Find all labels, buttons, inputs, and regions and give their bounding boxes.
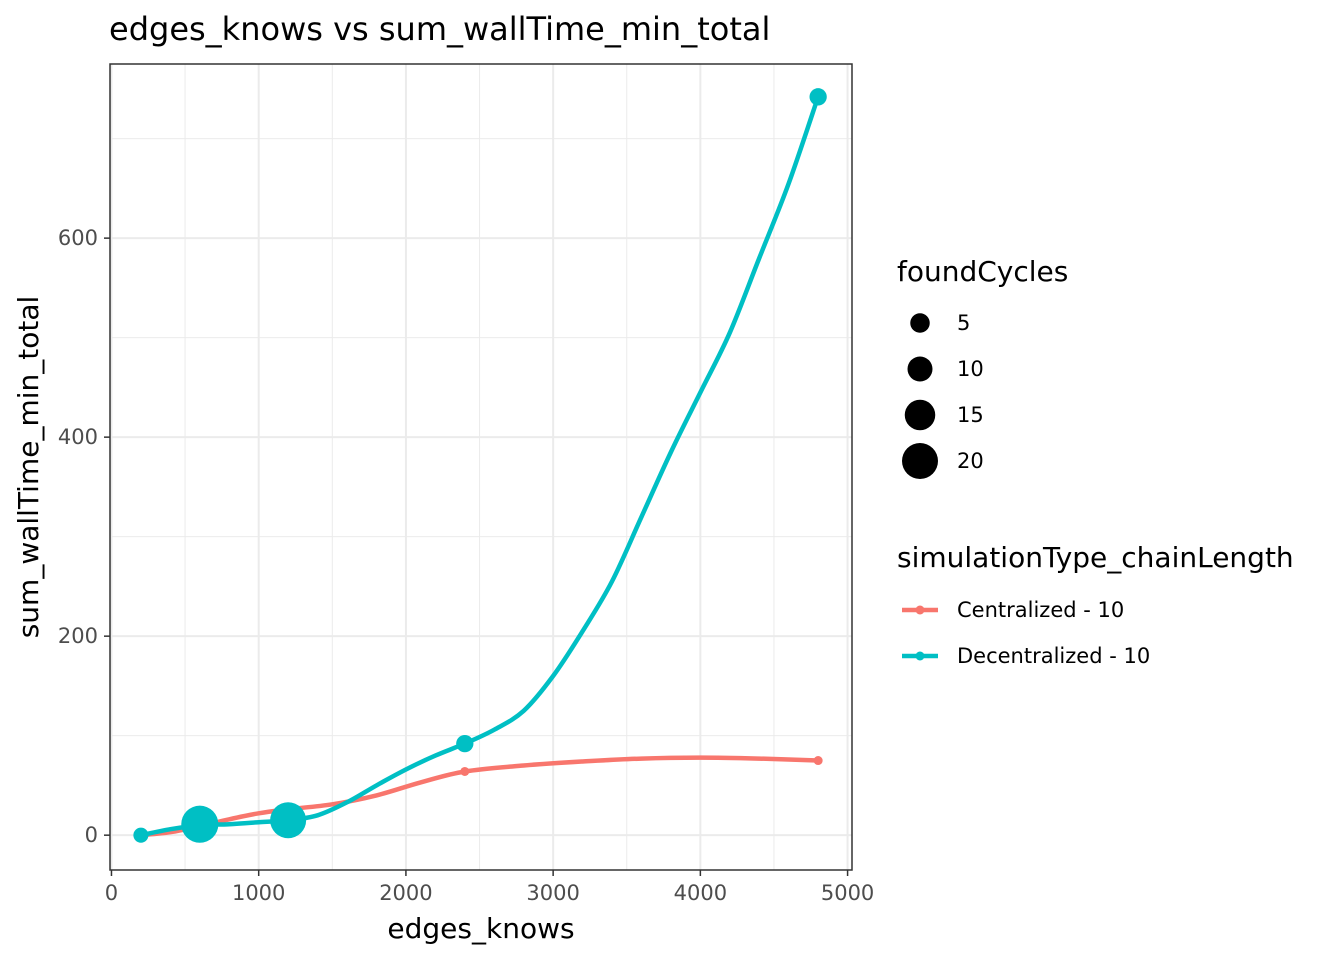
x-tick-label: 3000 <box>526 881 579 905</box>
plot-background <box>110 64 852 870</box>
series-1-point <box>809 88 827 106</box>
series-0-point <box>813 756 823 766</box>
color-legend-point <box>915 605 925 615</box>
x-tick-label: 5000 <box>821 881 874 905</box>
series-1-point <box>456 734 474 753</box>
color-legend-label: Centralized - 10 <box>957 598 1124 622</box>
size-legend: foundCycles 5 10 15 20 <box>897 255 1068 479</box>
size-legend-label: 20 <box>957 449 984 473</box>
color-legend: simulationType_chainLength Centralized -… <box>897 541 1294 668</box>
y-tick-label: 400 <box>58 425 98 449</box>
series-line-1 <box>138 94 821 838</box>
size-legend-title: foundCycles <box>897 255 1068 288</box>
major-gridlines <box>110 64 852 870</box>
size-legend-label: 5 <box>957 311 970 335</box>
series-0-point <box>460 766 470 776</box>
y-tick-label: 200 <box>58 624 98 648</box>
series-1-point <box>270 802 307 839</box>
y-tick-label: 0 <box>85 823 98 847</box>
x-tick-label: 1000 <box>232 881 285 905</box>
size-legend-key <box>910 313 930 333</box>
chart-title: edges_knows vs sum_wallTime_min_total <box>109 10 770 48</box>
size-legend-key <box>907 356 933 382</box>
x-tick-label: 0 <box>105 881 118 905</box>
color-legend-title: simulationType_chainLength <box>897 541 1294 574</box>
plot-panel <box>109 63 853 871</box>
size-legend-label: 15 <box>957 403 984 427</box>
series-1-point <box>133 827 149 843</box>
x-axis-title: edges_knows <box>387 912 574 945</box>
y-axis-ticks: 0 200 400 600 <box>58 226 110 847</box>
y-axis-title: sum_wallTime_min_total <box>12 296 45 639</box>
x-tick-label: 4000 <box>674 881 727 905</box>
x-axis-ticks: 0 1000 2000 3000 4000 5000 <box>105 870 874 905</box>
color-legend-label: Decentralized - 10 <box>957 644 1150 668</box>
data-points <box>133 88 827 843</box>
color-legend-point <box>915 651 925 661</box>
size-legend-label: 10 <box>957 357 984 381</box>
size-legend-key <box>902 443 938 479</box>
y-tick-label: 600 <box>58 226 98 250</box>
plot-border <box>109 63 853 871</box>
series-1-point <box>181 805 219 843</box>
size-legend-key <box>904 399 936 431</box>
x-tick-label: 2000 <box>379 881 432 905</box>
